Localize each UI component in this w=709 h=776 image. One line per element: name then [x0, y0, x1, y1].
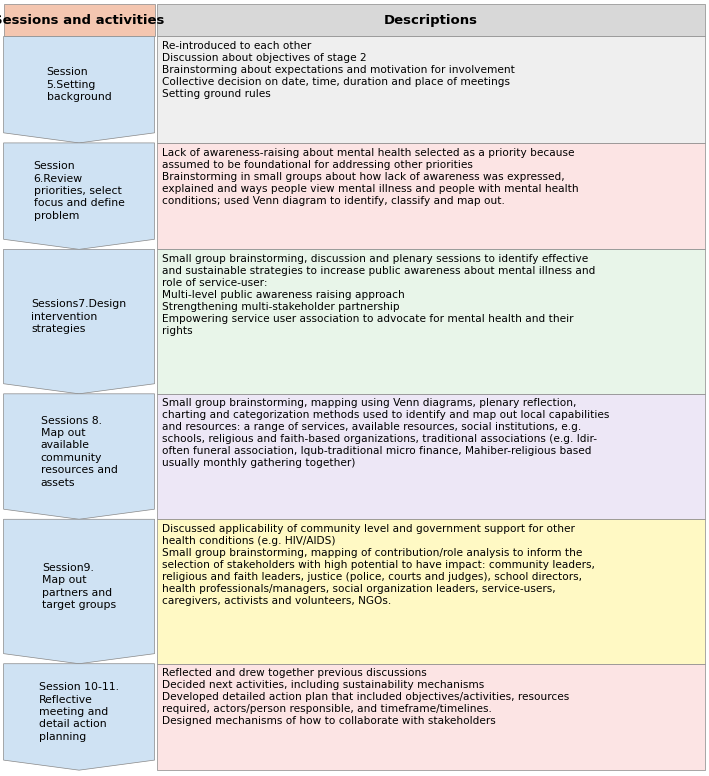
Text: Reflected and drew together previous discussions
Decided next activities, includ: Reflected and drew together previous dis… [162, 668, 569, 726]
Text: Sessions7.Design
intervention
strategies: Sessions7.Design intervention strategies [31, 299, 127, 334]
Bar [157, 519, 705, 663]
Bar [157, 249, 705, 394]
Text: Small group brainstorming, mapping using Venn diagrams, plenary reflection,
char: Small group brainstorming, mapping using… [162, 399, 609, 469]
Bar [157, 36, 705, 143]
Bar [157, 4, 705, 36]
Text: Small group brainstorming, discussion and plenary sessions to identify effective: Small group brainstorming, discussion an… [162, 254, 595, 336]
Text: Session
6.Review
priorities, select
focus and define
problem: Session 6.Review priorities, select focu… [33, 161, 125, 221]
Text: Re-introduced to each other
Discussion about objectives of stage 2
Brainstorming: Re-introduced to each other Discussion a… [162, 41, 515, 99]
Text: Lack of awareness-raising about mental health selected as a priority because
ass: Lack of awareness-raising about mental h… [162, 147, 579, 206]
Polygon shape [4, 663, 155, 770]
Polygon shape [4, 36, 155, 143]
Polygon shape [4, 394, 155, 519]
Text: Discussed applicability of community level and government support for other
heal: Discussed applicability of community lev… [162, 524, 595, 606]
Text: Session 10-11.
Reflective
meeting and
detail action
planning: Session 10-11. Reflective meeting and de… [39, 682, 119, 742]
Bar [157, 663, 705, 770]
Polygon shape [4, 519, 155, 663]
Text: Session9.
Map out
partners and
target groups: Session9. Map out partners and target gr… [42, 563, 116, 610]
Text: Session
5.Setting
background: Session 5.Setting background [47, 68, 111, 102]
Text: Sessions and activities: Sessions and activities [0, 14, 164, 26]
Text: Descriptions: Descriptions [384, 14, 478, 26]
Polygon shape [4, 143, 155, 249]
Bar [4, 4, 155, 36]
Polygon shape [4, 249, 155, 394]
Text: Sessions 8.
Map out
available
community
resources and
assets: Sessions 8. Map out available community … [40, 415, 118, 487]
Bar [157, 143, 705, 249]
Bar [157, 394, 705, 519]
